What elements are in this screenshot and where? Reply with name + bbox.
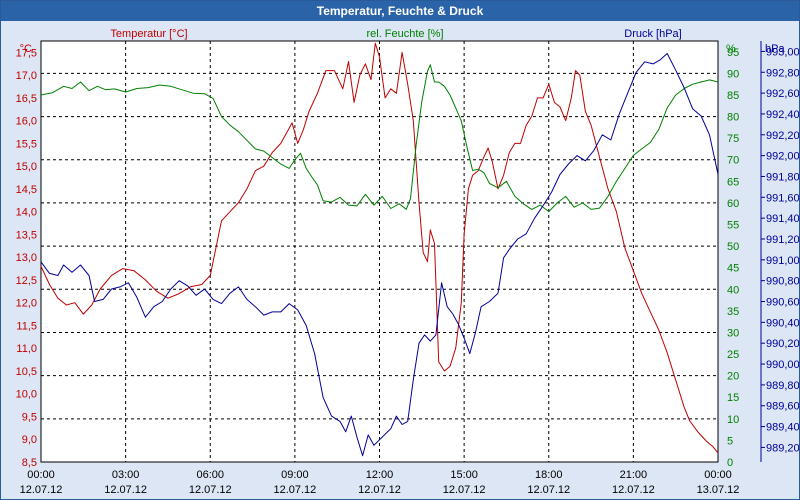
y-tick-temperature: 15,0 bbox=[16, 161, 37, 173]
y-tick-humidity: 60 bbox=[727, 198, 739, 210]
y-tick-temperature: 9,0 bbox=[22, 434, 37, 446]
y-tick-humidity: 0 bbox=[727, 457, 733, 469]
y-tick-humidity: 75 bbox=[727, 133, 739, 145]
y-tick-humidity: 20 bbox=[727, 371, 739, 383]
chart-svg: 00:00 12.07.12 03:00 12.07.12 06:00 12.07.12 0… bbox=[16, 28, 799, 496]
y-tick-pressure: 992,60 bbox=[766, 88, 799, 100]
x-tick-time: 00:00 bbox=[704, 469, 732, 481]
y-tick-temperature: 8,5 bbox=[22, 457, 37, 469]
chart-title: Temperatur, Feuchte & Druck bbox=[1, 1, 799, 21]
y-tick-temperature: 14,5 bbox=[16, 184, 37, 196]
y-tick-humidity: 70 bbox=[727, 155, 739, 167]
series-line-humidity bbox=[40, 64, 719, 213]
y-tick-pressure: 989,40 bbox=[766, 422, 799, 434]
y-tick-temperature: 11,0 bbox=[16, 343, 37, 355]
y-tick-pressure: 992,00 bbox=[766, 151, 799, 163]
y-tick-humidity: 5 bbox=[727, 435, 733, 447]
y-tick-pressure: 990,00 bbox=[766, 359, 799, 371]
y-tick-temperature: 17,5 bbox=[16, 47, 37, 59]
y-tick-humidity: 10 bbox=[727, 414, 739, 426]
y-tick-humidity: 35 bbox=[727, 306, 739, 318]
y-tick-pressure: 991,00 bbox=[766, 255, 799, 267]
y-tick-humidity: 30 bbox=[727, 327, 739, 339]
y-tick-pressure: 991,80 bbox=[766, 171, 799, 183]
grid bbox=[41, 41, 718, 462]
y-tick-pressure: 990,40 bbox=[766, 317, 799, 329]
y-tick-humidity: 40 bbox=[727, 284, 739, 296]
x-tick-date: 12.07.12 bbox=[104, 484, 147, 496]
label-pressure: Druck [hPa] bbox=[624, 28, 681, 40]
x-tick-time: 06:00 bbox=[196, 469, 224, 481]
unit-humidity: % bbox=[726, 43, 736, 55]
y-tick-pressure: 993,00 bbox=[766, 46, 799, 58]
x-tick-date: 12.07.12 bbox=[527, 484, 570, 496]
y-tick-pressure: 989,20 bbox=[766, 442, 799, 454]
axis-ticks: 00:00 12.07.12 03:00 12.07.12 06:00 12.07.12 0… bbox=[16, 41, 799, 496]
label-temperature: Temperatur [°C] bbox=[110, 28, 187, 40]
y-tick-temperature: 16,5 bbox=[16, 93, 37, 105]
x-tick-time: 18:00 bbox=[535, 469, 563, 481]
y-tick-pressure: 991,60 bbox=[766, 192, 799, 204]
x-tick-date: 12.07.12 bbox=[273, 484, 316, 496]
y-tick-temperature: 11,5 bbox=[16, 320, 37, 332]
x-tick-date: 13.07.12 bbox=[697, 484, 740, 496]
y-tick-humidity: 80 bbox=[727, 112, 739, 124]
x-tick-date: 12.07.12 bbox=[443, 484, 486, 496]
y-tick-humidity: 45 bbox=[727, 263, 739, 275]
y-tick-pressure: 989,80 bbox=[766, 380, 799, 392]
y-tick-pressure: 992,80 bbox=[766, 67, 799, 79]
y-tick-humidity: 65 bbox=[727, 176, 739, 188]
y-tick-temperature: 16,0 bbox=[16, 116, 37, 128]
y-tick-temperature: 9,5 bbox=[22, 411, 37, 423]
x-tick-date: 12.07.12 bbox=[189, 484, 232, 496]
unit-temperature: °C bbox=[20, 43, 32, 55]
y-tick-pressure: 991,40 bbox=[766, 213, 799, 225]
y-tick-temperature: 12,5 bbox=[16, 275, 37, 287]
y-tick-pressure: 990,20 bbox=[766, 338, 799, 350]
y-tick-temperature: 13,0 bbox=[16, 252, 37, 264]
x-tick-time: 00:00 bbox=[27, 469, 55, 481]
unit-pressure: hPa bbox=[765, 43, 785, 55]
y-tick-humidity: 55 bbox=[727, 220, 739, 232]
x-tick-date: 12.07.12 bbox=[612, 484, 655, 496]
y-tick-temperature: 10,0 bbox=[16, 389, 37, 401]
y-tick-pressure: 992,20 bbox=[766, 130, 799, 142]
x-tick-time: 21:00 bbox=[620, 469, 648, 481]
y-tick-temperature: 17,0 bbox=[16, 70, 37, 82]
y-tick-temperature: 15,5 bbox=[16, 138, 37, 150]
y-tick-temperature: 10,5 bbox=[16, 366, 37, 378]
y-tick-temperature: 14,0 bbox=[16, 207, 37, 219]
y-tick-humidity: 15 bbox=[727, 392, 739, 404]
y-tick-temperature: 13,5 bbox=[16, 229, 37, 241]
y-tick-humidity: 90 bbox=[727, 68, 739, 80]
y-tick-pressure: 989,60 bbox=[766, 401, 799, 413]
x-tick-time: 09:00 bbox=[281, 469, 309, 481]
label-humidity: rel. Feuchte [%] bbox=[366, 28, 443, 40]
x-tick-time: 15:00 bbox=[450, 469, 478, 481]
series-line-temperature bbox=[40, 42, 719, 454]
y-tick-temperature: 12,0 bbox=[16, 298, 37, 310]
y-tick-humidity: 95 bbox=[727, 47, 739, 59]
y-tick-humidity: 50 bbox=[727, 241, 739, 253]
y-tick-pressure: 990,60 bbox=[766, 297, 799, 309]
y-tick-pressure: 992,40 bbox=[766, 109, 799, 121]
y-tick-humidity: 25 bbox=[727, 349, 739, 361]
x-tick-date: 12.07.12 bbox=[358, 484, 401, 496]
x-tick-time: 03:00 bbox=[112, 469, 140, 481]
series-lines bbox=[40, 42, 719, 457]
x-tick-time: 12:00 bbox=[366, 469, 394, 481]
y-tick-humidity: 85 bbox=[727, 90, 739, 102]
series-line-pressure bbox=[40, 53, 719, 457]
y-tick-pressure: 990,80 bbox=[766, 276, 799, 288]
x-tick-date: 12.07.12 bbox=[20, 484, 63, 496]
y-tick-pressure: 991,20 bbox=[766, 234, 799, 246]
